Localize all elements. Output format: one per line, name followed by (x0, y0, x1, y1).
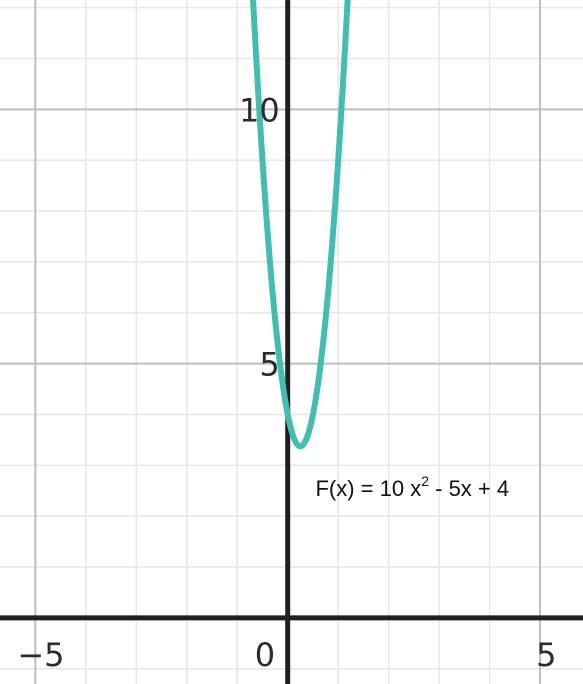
y-tick-label: 10 (239, 91, 280, 129)
x-tick-label: 0 (255, 636, 275, 674)
y-tick-label: 5 (259, 346, 279, 384)
function-curve (250, 0, 351, 450)
annotation-exponent: 2 (421, 473, 429, 489)
annotation-suffix: - 5x + 4 (429, 476, 509, 501)
tick-labels: −5 0 5 5 10 (17, 91, 556, 674)
x-tick-label: 5 (536, 636, 556, 674)
function-annotation: F(x) = 10 x2 - 5x + 4 (315, 473, 509, 501)
x-tick-label: −5 (17, 636, 64, 674)
annotation-prefix: F(x) = 10 x (315, 476, 421, 501)
